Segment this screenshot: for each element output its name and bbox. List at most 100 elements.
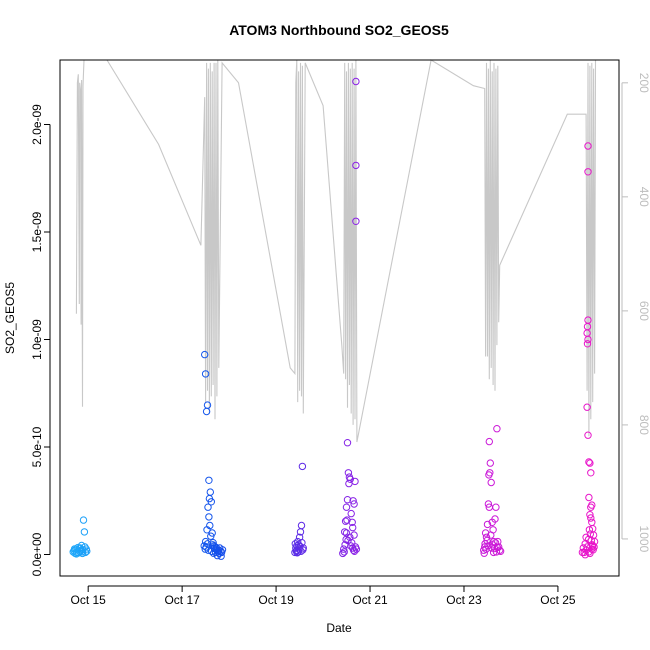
data-point [341,528,349,536]
data-point [342,529,351,537]
data-point [204,503,212,511]
data-point [340,545,348,553]
data-point [203,401,212,409]
data-point [343,439,352,447]
data-point [488,544,496,552]
data-point [350,547,359,555]
right-tick-label: 800 [637,415,650,435]
data-point [348,539,356,547]
data-point [352,161,360,170]
data-point [584,431,592,439]
data-point [588,518,596,526]
data-point [491,515,499,523]
data-point [584,142,592,150]
data-point [341,541,349,549]
data-point [587,469,595,477]
data-point [345,479,353,488]
data-point [201,537,210,546]
data-point [81,543,89,551]
data-point [492,503,500,511]
data-point [486,469,494,477]
plot-frame [59,59,620,577]
data-point [485,437,493,446]
data-point [78,549,87,558]
data-point [206,488,215,496]
data-point [346,475,354,483]
x-tick-label: Oct 21 [352,593,388,607]
data-point [584,335,592,344]
data-point [294,537,302,546]
data-point [70,545,79,553]
data-point [583,340,592,348]
data-point [585,458,593,466]
data-point [342,535,350,544]
data-point [489,548,498,557]
data-point [584,168,592,176]
x-axis-label: Date [326,621,352,635]
data-point [487,531,495,539]
data-point [340,548,348,556]
data-point [492,548,501,556]
data-point [201,370,210,378]
data-point [585,493,593,502]
data-point [486,459,494,467]
data-point [584,316,592,324]
data-point [203,526,211,534]
altitude-line [75,59,597,443]
data-point [350,500,358,508]
y-axis-left: 0.0e+00 5.0e-10 1.0e-09 1.5e-09 2.0e-09 [30,104,51,576]
y-axis-right: 200 400 600 800 1000 [621,73,650,553]
x-tick-label: Oct 25 [540,593,576,607]
right-tick-label: 600 [637,301,650,321]
data-points [69,77,599,560]
data-point [483,536,491,545]
x-tick-label: Oct 17 [164,593,200,607]
data-point [342,503,351,511]
data-point [79,516,88,524]
data-point [218,546,227,554]
data-point [587,536,595,545]
data-point [347,509,355,518]
data-point [299,544,307,552]
data-point [349,497,357,505]
data-point [585,526,594,534]
y-tick-label: 2.0e-09 [30,104,44,145]
data-point [352,77,360,86]
data-point [484,542,492,550]
data-point [483,520,492,529]
y-tick-label: 5.0e-10 [30,426,44,467]
data-point [83,547,91,555]
data-point [480,549,488,557]
data-point [586,459,594,467]
data-point [202,407,211,416]
data-point [292,547,300,555]
data-point [293,549,301,557]
y-tick-label: 0.0e+00 [30,532,44,576]
data-point [205,476,213,484]
chart-title: ATOM3 Northbound SO2_GEOS5 [229,22,449,38]
data-point [493,425,501,433]
data-point [590,543,598,551]
data-point [343,516,351,524]
y-tick-label: 1.0e-09 [30,319,44,360]
data-point [349,523,357,532]
data-point [207,498,216,506]
data-point [352,217,360,226]
data-point [587,514,595,522]
data-point [205,513,213,521]
data-point [344,469,353,477]
data-point [80,528,89,536]
y-axis-label: SO2_GEOS5 [3,282,17,354]
data-point [484,500,493,508]
right-tick-label: 1000 [637,526,650,553]
data-point [487,478,495,487]
data-point [350,531,358,539]
data-point [297,521,306,530]
y-tick-label: 1.5e-09 [30,211,44,252]
data-point [586,511,594,519]
data-point [582,546,590,554]
data-point [352,545,361,553]
right-tick-label: 400 [637,187,650,207]
data-point [213,551,222,560]
